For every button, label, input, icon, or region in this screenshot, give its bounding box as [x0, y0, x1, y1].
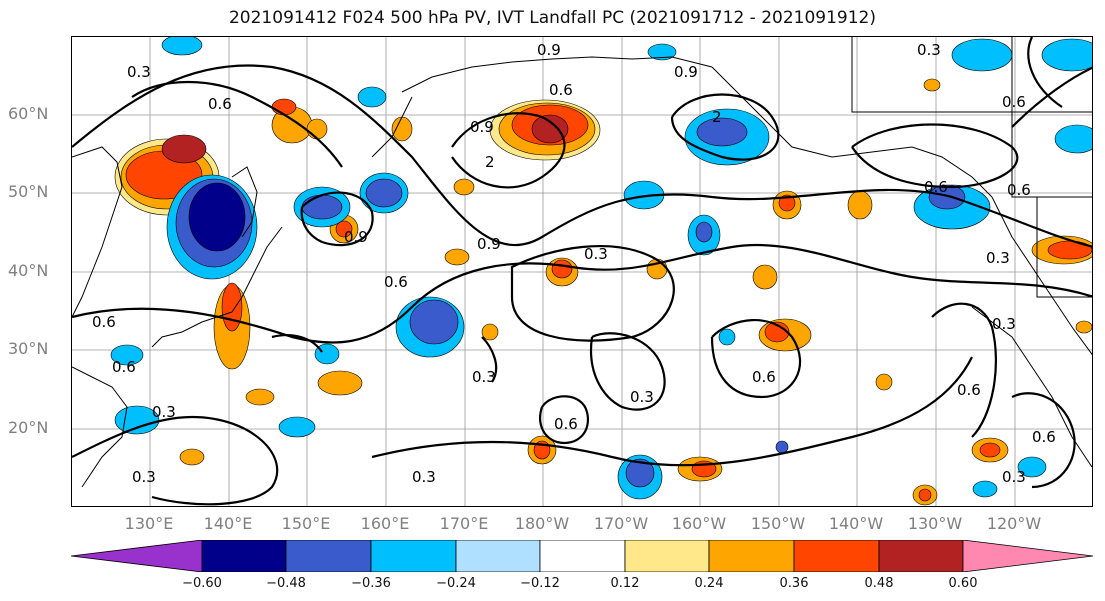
lon-label-180w: 180°W: [514, 514, 570, 533]
contour-label: 0.6: [384, 273, 408, 291]
lat-label-50n: 50°N: [8, 182, 49, 201]
contour-label: 0.3: [584, 245, 608, 263]
lon-label-170e: 170°E: [439, 514, 489, 533]
contour-label: 0.3: [132, 468, 156, 486]
colorbar-tick: −0.48: [266, 576, 306, 591]
contour-label: 0.6: [924, 178, 948, 196]
colorbar-tick: 0.12: [610, 576, 640, 591]
colorbar-tick: 0.24: [694, 576, 724, 591]
contour-label: 0.6: [112, 358, 136, 376]
contour-label: 0.3: [630, 388, 654, 406]
colorbar-tick: 0.36: [779, 576, 809, 591]
contour-label: 0.6: [92, 313, 116, 331]
colorbar-extend-max: [962, 540, 1093, 572]
contour-label: 0.9: [470, 118, 494, 136]
contour-label: 0.9: [674, 63, 698, 81]
contour-label: 0.3: [152, 403, 176, 421]
contour-label: 0.6: [554, 415, 578, 433]
lon-label-120w: 120°W: [986, 514, 1042, 533]
contour-label: 0.6: [752, 368, 776, 386]
contour-label: 0.6: [957, 381, 981, 399]
lon-label-130e: 130°E: [124, 514, 174, 533]
lon-label-160w: 160°W: [671, 514, 727, 533]
contour-label: 0.9: [477, 235, 501, 253]
contour-label: 0.9: [537, 41, 561, 59]
contour-label: 2: [485, 153, 495, 171]
map-canvas: 0.3 0.6 0.9 0.6 0.9 0.3 0.6 0.9 2 2 0.9 …: [72, 37, 1092, 506]
lon-label-140w: 140°W: [828, 514, 884, 533]
contour-label: 0.6: [208, 95, 232, 113]
ivt-negative-shading: [110, 37, 1092, 500]
colorbar-extend-min: [71, 540, 203, 572]
lon-label-140e: 140°E: [203, 514, 253, 533]
contour-label: 0.3: [992, 315, 1016, 333]
contour-label: 2: [712, 108, 722, 126]
lat-label-60n: 60°N: [8, 104, 49, 123]
contour-label: 0.9: [344, 228, 368, 246]
coastlines: [72, 37, 1092, 488]
contour-label: 0.6: [1007, 181, 1031, 199]
contour-label: 0.6: [1002, 93, 1026, 111]
lon-label-160e: 160°E: [360, 514, 410, 533]
lat-label-30n: 30°N: [8, 339, 49, 358]
map-panel: 0.3 0.6 0.9 0.6 0.9 0.3 0.6 0.9 2 2 0.9 …: [71, 36, 1093, 507]
pv-contours: [72, 37, 1092, 506]
contour-label: 0.3: [127, 63, 151, 81]
contour-label: 0.3: [917, 41, 941, 59]
contour-label: 0.3: [986, 249, 1010, 267]
lon-label-130w: 130°W: [907, 514, 963, 533]
colorbar-tick: −0.36: [351, 576, 391, 591]
colorbar: [71, 540, 1093, 572]
colorbar-tick: 0.48: [864, 576, 894, 591]
contour-label: 0.6: [549, 81, 573, 99]
map-title: 2021091412 F024 500 hPa PV, IVT Landfall…: [228, 8, 876, 28]
colorbar-tick: −0.60: [182, 576, 222, 591]
contour-labels: 0.3 0.6 0.9 0.6 0.9 0.3 0.6 0.9 2 2 0.9 …: [92, 41, 1056, 486]
lon-label-170w: 170°W: [593, 514, 649, 533]
contour-label: 0.3: [412, 468, 436, 486]
colorbar-tick: −0.12: [520, 576, 560, 591]
lon-label-150w: 150°W: [750, 514, 806, 533]
colorbar-tick: 0.60: [948, 576, 978, 591]
contour-label: 0.6: [1032, 428, 1056, 446]
contour-label: 0.3: [1002, 468, 1026, 486]
colorbar-tick: −0.24: [436, 576, 476, 591]
lon-label-150e: 150°E: [281, 514, 331, 533]
contour-label: 0.3: [472, 368, 496, 386]
lat-label-20n: 20°N: [8, 418, 49, 437]
lat-label-40n: 40°N: [8, 261, 49, 280]
